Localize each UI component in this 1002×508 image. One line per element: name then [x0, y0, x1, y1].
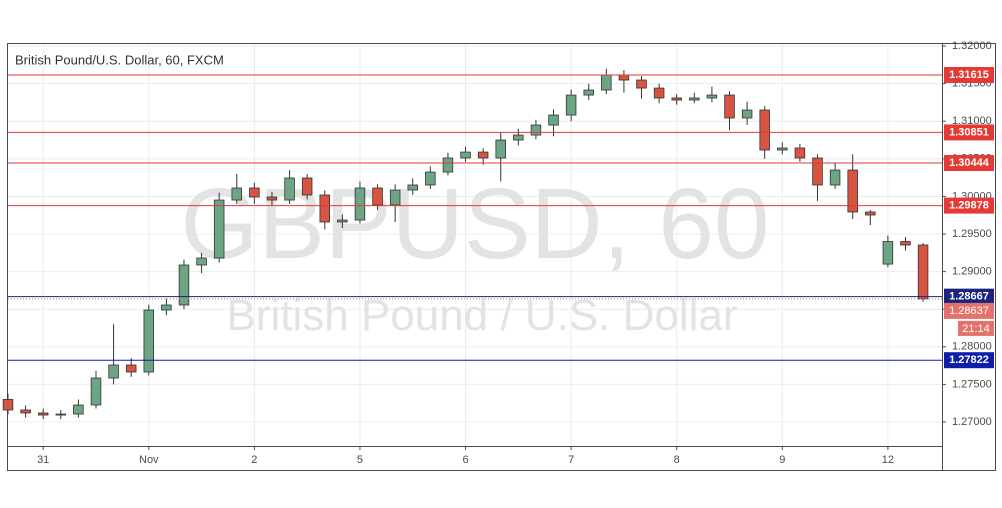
- candle-body: [319, 194, 330, 223]
- x-tick-label: 8: [674, 454, 680, 466]
- x-tick-label: 2: [251, 454, 257, 466]
- x-tick-label: 31: [37, 454, 49, 466]
- candle-body: [90, 377, 102, 406]
- x-tick-label: 12: [882, 454, 894, 466]
- candle-body: [55, 413, 67, 416]
- x-tick-label: Nov: [139, 454, 159, 466]
- level-label: 1.29878: [949, 200, 989, 212]
- candle-body: [178, 264, 190, 306]
- watermark-subtitle: British Pound / U.S. Dollar: [226, 291, 737, 340]
- candle-body: [882, 241, 894, 265]
- y-tick-label: 1.28000: [952, 341, 992, 353]
- candle-body: [337, 219, 348, 223]
- level-label: 1.27822: [949, 354, 989, 366]
- level-label-box: [944, 197, 994, 214]
- candle-body: [829, 169, 841, 186]
- x-tick-label: 7: [568, 454, 574, 466]
- level-label-box: [944, 66, 994, 83]
- y-tick-label: 1.27000: [952, 416, 992, 428]
- plot: [2, 68, 929, 420]
- candle-body: [565, 94, 577, 116]
- countdown: 21:14: [962, 323, 990, 335]
- candle-body: [266, 196, 278, 201]
- candle-body: [196, 257, 207, 266]
- candle-body: [477, 151, 489, 159]
- x-tick-label: 5: [357, 454, 363, 466]
- candle-body: [389, 189, 401, 206]
- candle-body: [530, 124, 542, 136]
- candle-body: [636, 79, 647, 89]
- candle-body: [759, 109, 770, 151]
- candle-body: [847, 169, 858, 213]
- candle-body: [865, 211, 876, 216]
- level-label: 1.30851: [949, 126, 989, 138]
- candle-body: [900, 241, 911, 246]
- candle-body: [601, 74, 612, 91]
- candle-body: [284, 177, 295, 201]
- candle-body: [671, 97, 682, 101]
- last-price-label: 1.28637: [949, 305, 989, 317]
- candle-body: [618, 74, 630, 81]
- level-label: 1.30444: [949, 157, 990, 169]
- chart-title: British Pound/U.S. Dollar, 60, FXCM: [15, 52, 224, 67]
- candle-body: [460, 151, 471, 159]
- candle-body: [794, 147, 806, 159]
- candle-body: [495, 139, 506, 159]
- candle-body: [2, 399, 14, 411]
- level-label-box: [944, 155, 994, 172]
- candle-body: [161, 304, 172, 311]
- x-tick-label: 9: [779, 454, 785, 466]
- level-label-box: [944, 124, 994, 141]
- level-label-box: [944, 288, 994, 305]
- candle-body: [777, 147, 788, 151]
- candle-body: [513, 134, 524, 141]
- grid: [8, 44, 942, 446]
- candle-body: [249, 187, 260, 198]
- candle-body: [213, 199, 225, 259]
- candle-body: [706, 94, 718, 99]
- y-tick-label: 1.27500: [952, 378, 992, 390]
- candle-body: [653, 87, 665, 99]
- candle-body: [407, 184, 418, 191]
- last-price-box: [944, 302, 994, 319]
- x-tick-label: 6: [462, 454, 468, 466]
- candle-body: [143, 309, 155, 373]
- candle-body: [20, 409, 31, 414]
- candle-body: [372, 187, 383, 206]
- candle-body: [301, 177, 313, 196]
- candle-body: [73, 404, 84, 415]
- level-label: 1.28667: [949, 291, 989, 303]
- candle-body: [425, 171, 436, 186]
- level-label-box: [944, 352, 994, 369]
- candle-body: [125, 364, 137, 373]
- chart-frame: [7, 43, 996, 471]
- y-tick-label: 1.32000: [952, 40, 992, 52]
- candle-body: [548, 114, 559, 126]
- y-tick-label: 1.31000: [952, 115, 992, 127]
- y-tick-label: 1.29000: [952, 266, 992, 278]
- level-label: 1.31615: [949, 69, 989, 81]
- candle-body: [37, 412, 49, 416]
- candle-body: [741, 109, 753, 119]
- y-tick-label: 1.29500: [952, 228, 992, 240]
- candle-body: [724, 94, 735, 119]
- candle-body: [354, 187, 366, 221]
- candle-body: [917, 244, 929, 300]
- candle-body: [583, 89, 594, 96]
- countdown-box: [958, 320, 994, 336]
- candle-body: [231, 187, 243, 201]
- candle-body: [689, 97, 700, 101]
- candle-body: [812, 157, 823, 186]
- watermark: GBPUSD, 60: [180, 168, 769, 280]
- candle-body: [108, 364, 119, 379]
- candle-body: [442, 157, 454, 173]
